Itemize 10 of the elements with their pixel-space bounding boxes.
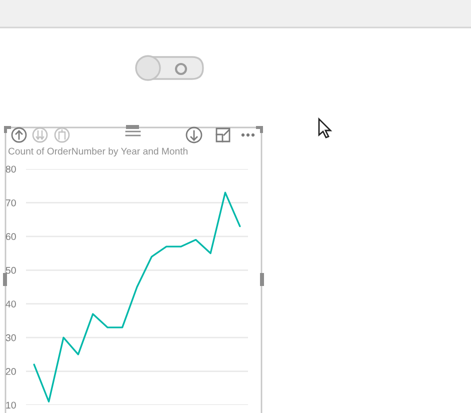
- y-tick-label: 40: [6, 300, 16, 308]
- y-tick-label: 50: [6, 266, 16, 274]
- y-tick-label: 80: [6, 166, 16, 173]
- line-series: [33, 192, 241, 402]
- y-tick-label: 20: [6, 368, 16, 375]
- chart-title: Count of OrderNumber by Year and Month: [8, 148, 188, 156]
- y-tick-label: 60: [6, 233, 16, 240]
- y-tick-label: 10: [6, 402, 16, 409]
- y-tick-label: 30: [6, 334, 16, 342]
- y-tick-label: 70: [6, 199, 16, 206]
